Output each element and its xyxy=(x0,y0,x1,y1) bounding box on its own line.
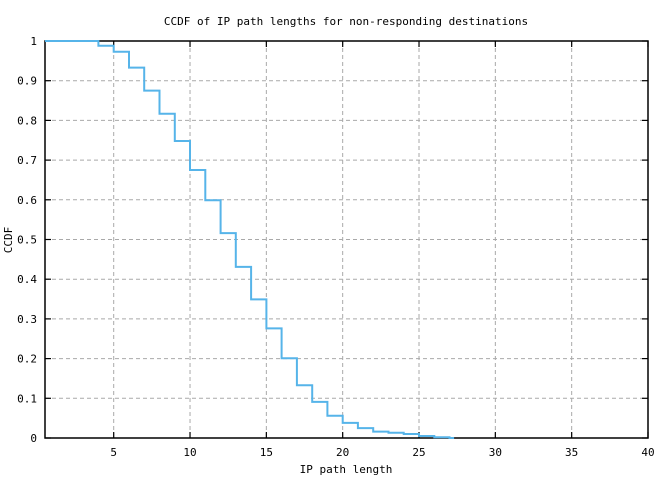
x-tick-label: 10 xyxy=(183,446,196,459)
chart-title: CCDF of IP path lengths for non-respondi… xyxy=(164,15,528,28)
y-tick-label: 0.8 xyxy=(17,114,37,127)
plot-border xyxy=(44,40,649,439)
y-tick-label: 0.2 xyxy=(17,353,37,366)
y-axis-label: CCDF xyxy=(2,227,15,254)
y-tick-label: 0.5 xyxy=(17,234,37,247)
x-axis-label: IP path length xyxy=(300,463,393,476)
y-tick-label: 0.1 xyxy=(17,392,37,405)
x-tick-label: 25 xyxy=(412,446,425,459)
ccdf-series-line xyxy=(45,40,455,439)
x-tick-label: 20 xyxy=(336,446,349,459)
y-tick-label: 0.9 xyxy=(17,75,37,88)
y-tick-label: 0.4 xyxy=(17,273,37,286)
y-tick-label: 0 xyxy=(30,432,37,445)
plot-area-border xyxy=(44,40,649,439)
y-tick-label: 1 xyxy=(30,35,37,48)
x-tick-label: 15 xyxy=(260,446,273,459)
x-tick-label: 35 xyxy=(565,446,578,459)
y-tick-label: 0.7 xyxy=(17,154,37,167)
ccdf-line-path xyxy=(45,40,455,439)
grid-lines xyxy=(45,41,648,438)
x-tick-label: 5 xyxy=(110,446,117,459)
x-tick-label: 30 xyxy=(489,446,502,459)
x-tick-label: 40 xyxy=(641,446,654,459)
tick-labels: 5 10 15 20 25 30 35 40 0 0.1 0.2 0.3 0.4 0.5 0.6 0.7 0.8… xyxy=(17,35,655,459)
y-tick-label: 0.6 xyxy=(17,194,37,207)
y-tick-label: 0.3 xyxy=(17,313,37,326)
